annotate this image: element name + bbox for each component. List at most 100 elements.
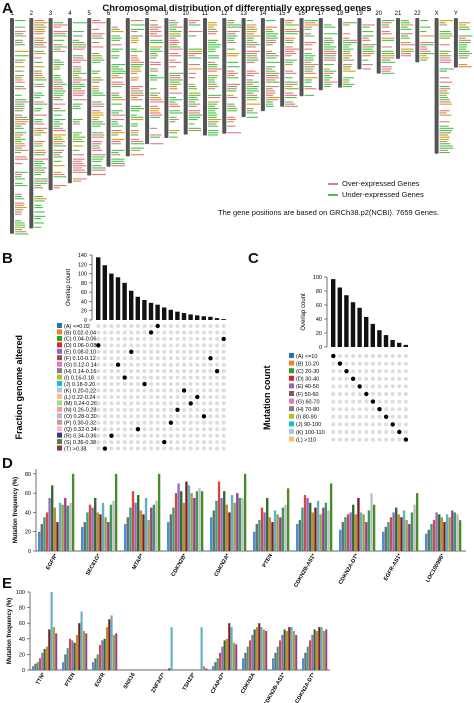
frequency-bar xyxy=(410,512,414,551)
gene-tick xyxy=(246,86,259,88)
matrix-dot-empty xyxy=(96,394,101,399)
matrix-dot-empty xyxy=(129,446,134,451)
matrix-dot-empty xyxy=(96,369,101,374)
gene-tick xyxy=(169,24,177,26)
frequency-bar xyxy=(177,483,180,551)
matrix-dot-empty xyxy=(215,440,220,445)
frequency-bar xyxy=(372,504,376,551)
gene-tick xyxy=(246,92,254,94)
matrix-dot-empty xyxy=(201,349,206,354)
gene-tick xyxy=(208,108,219,110)
gene-tick xyxy=(304,55,316,57)
gene-tick xyxy=(15,149,29,151)
gene-tick xyxy=(72,180,82,182)
matrix-dot-empty xyxy=(403,407,408,412)
gene-tick xyxy=(439,81,453,83)
gene-tick xyxy=(265,77,279,79)
chromosome-label: 21 xyxy=(395,11,402,17)
gene-tick xyxy=(227,55,238,57)
gene-tick xyxy=(34,22,48,24)
chromosome-bar xyxy=(106,18,111,167)
set-label: (M) 0.24-0.26 xyxy=(64,401,97,407)
set-label: (I) 0.16-0.18 xyxy=(64,375,94,381)
matrix-dot-empty xyxy=(175,324,180,328)
y-tick-label: 20 xyxy=(25,530,31,536)
frequency-bar xyxy=(223,640,226,670)
frequency-bar xyxy=(66,648,69,670)
gene-tick xyxy=(265,42,276,44)
gene-tick xyxy=(111,99,126,101)
matrix-dot-empty xyxy=(351,384,356,389)
gene-tick xyxy=(227,86,238,88)
gene-tick xyxy=(72,35,83,37)
gene-tick xyxy=(150,26,162,28)
gene-tick xyxy=(439,114,452,116)
gene-tick xyxy=(420,57,429,59)
gene-tick xyxy=(92,61,101,63)
matrix-dot-empty xyxy=(208,336,213,341)
frequency-bar xyxy=(195,491,199,551)
under-expressed-swatch xyxy=(328,194,338,196)
gene-tick xyxy=(246,50,260,52)
frequency-bar xyxy=(88,504,92,551)
gene-tick xyxy=(439,149,448,151)
matrix-dot-filled xyxy=(350,376,356,381)
frequency-bar xyxy=(50,592,53,670)
matrix-dot-empty xyxy=(142,349,147,354)
gene-tick xyxy=(34,165,42,167)
gene-tick xyxy=(92,158,104,160)
gene-tick xyxy=(265,44,273,46)
gene-tick xyxy=(401,37,410,39)
gene-tick xyxy=(72,77,82,79)
gene-tick xyxy=(34,226,42,228)
set-color-swatch xyxy=(57,426,62,432)
gene-tick xyxy=(111,92,120,94)
frequency-bar xyxy=(352,504,355,551)
set-label: (B) 10-20 xyxy=(296,361,319,367)
matrix-dot-empty xyxy=(168,336,173,341)
gene-tick xyxy=(53,22,64,24)
frequency-bar xyxy=(453,512,457,551)
overlap-bar xyxy=(122,282,127,320)
matrix-dot-empty xyxy=(208,427,213,432)
frequency-bar xyxy=(221,646,224,670)
frequency-bar xyxy=(82,631,85,670)
matrix-dot-empty xyxy=(403,376,408,381)
matrix-dot-empty xyxy=(129,362,134,367)
gene-tick xyxy=(92,86,99,88)
matrix-dot-empty xyxy=(175,369,180,374)
matrix-dot-empty xyxy=(215,427,220,432)
gene-tick xyxy=(53,134,66,136)
chromosome-bar xyxy=(125,18,130,157)
gene-tick xyxy=(34,57,42,59)
chromosome-bar xyxy=(241,18,246,118)
frequency-bar xyxy=(157,473,161,551)
chromosome-label: 20 xyxy=(375,11,382,17)
matrix-dot-empty xyxy=(208,375,213,380)
gene-tick xyxy=(92,169,106,171)
matrix-dot-empty xyxy=(142,388,147,393)
gene-tick xyxy=(439,134,449,136)
gene-tick xyxy=(343,70,356,72)
matrix-dot-empty xyxy=(215,394,220,399)
gene-tick xyxy=(458,28,471,30)
matrix-dot-empty xyxy=(351,430,356,434)
gene-tick xyxy=(15,196,22,198)
gene-tick xyxy=(343,44,352,46)
gene-tick xyxy=(72,72,87,74)
gene-tick xyxy=(72,81,81,83)
gene-tick xyxy=(188,31,203,33)
gene-tick xyxy=(188,116,201,118)
matrix-dot-empty xyxy=(188,362,193,367)
frequency-bar xyxy=(448,517,451,551)
overlap-bar xyxy=(357,307,362,347)
gene-tick xyxy=(439,92,449,94)
matrix-dot-empty xyxy=(122,349,127,354)
matrix-dot-empty xyxy=(149,349,154,354)
gene-tick xyxy=(265,37,279,39)
gene-tick xyxy=(323,33,338,35)
matrix-dot-empty xyxy=(142,446,147,451)
matrix-dot-empty xyxy=(142,440,147,445)
matrix-dot-empty xyxy=(96,440,101,445)
gene-tick xyxy=(227,48,236,50)
